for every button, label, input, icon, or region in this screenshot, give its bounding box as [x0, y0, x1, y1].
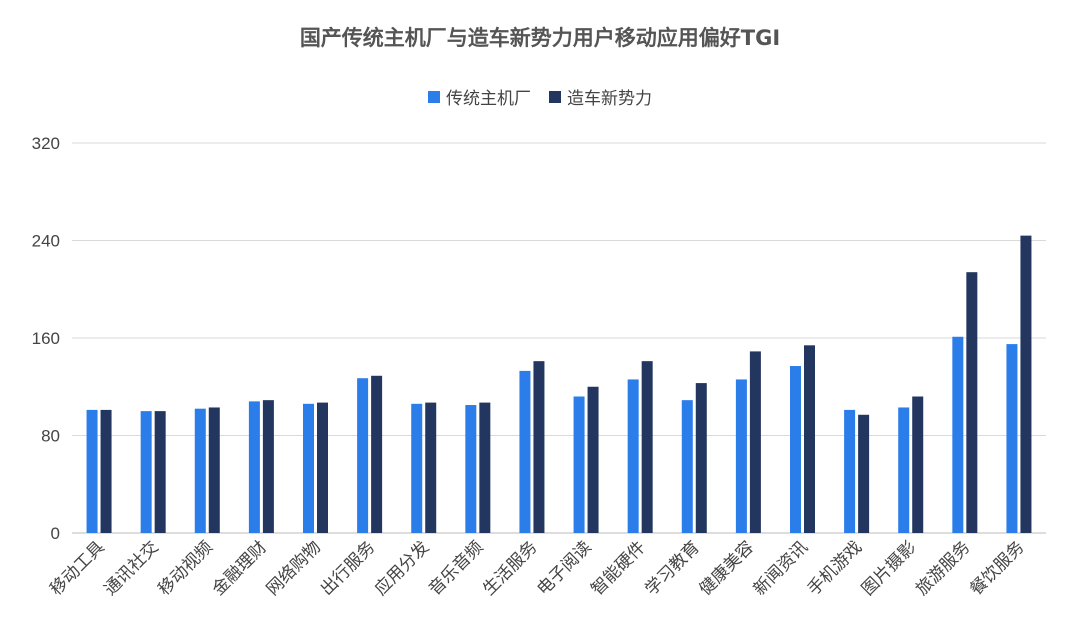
x-tick-label: 通讯社交	[100, 537, 162, 599]
x-tick-label: 餐饮服务	[966, 537, 1028, 599]
bar-series-1	[844, 409, 856, 533]
bar-series-1	[465, 405, 477, 533]
bar-series-2	[533, 361, 545, 533]
x-tick-label: 学习教育	[642, 537, 704, 599]
x-tick-label: 网络购物	[263, 537, 325, 599]
bar-series-2	[804, 345, 815, 533]
bar-series-2	[425, 402, 437, 533]
bar-series-2	[100, 409, 112, 533]
bar-series-1	[303, 403, 314, 533]
bar-series-1	[681, 400, 693, 533]
x-tick-label: 生活服务	[479, 537, 541, 599]
legend-label-series-2: 造车新势力	[567, 89, 652, 109]
bar-series-2	[208, 407, 220, 533]
x-tick-label: 音乐音频	[425, 537, 487, 599]
bar-series-1	[952, 336, 964, 533]
bar-series-1	[898, 407, 910, 533]
bar-series-2	[695, 383, 707, 533]
legend: 传统主机厂 造车新势力	[0, 84, 1080, 109]
bar-series-1	[140, 411, 152, 533]
bar-series-2	[912, 396, 924, 533]
legend-label-series-1: 传统主机厂	[446, 89, 531, 109]
x-tick-label: 出行服务	[317, 537, 379, 599]
legend-item-series-2[interactable]: 造车新势力	[549, 84, 652, 109]
legend-swatch-series-2	[549, 90, 561, 103]
x-tick-label: 图片摄影	[858, 537, 920, 599]
bar-series-1	[573, 396, 585, 533]
bar-series-1	[790, 366, 801, 533]
bar-series-2	[479, 402, 491, 533]
x-tick-label: 健康美容	[696, 537, 758, 599]
legend-swatch-series-1	[428, 90, 440, 103]
bar-series-2	[641, 361, 653, 533]
bar-series-2	[1020, 235, 1032, 533]
legend-item-series-1[interactable]: 传统主机厂	[428, 84, 531, 109]
y-tick-label: 320	[32, 134, 60, 153]
bar-series-2	[317, 402, 328, 533]
bar-series-2	[858, 414, 870, 533]
chart-title: 国产传统主机厂与造车新势力用户移动应用偏好TGI	[299, 26, 781, 50]
x-tick-label: 旅游服务	[912, 537, 974, 599]
bar-series-1	[627, 379, 639, 533]
bar-series-2	[154, 411, 166, 533]
bar-series-1	[411, 403, 423, 533]
bar-series-1	[194, 408, 206, 533]
x-tick-label: 电子阅读	[533, 537, 595, 599]
bar-series-2	[966, 272, 978, 533]
bar-series-1	[248, 401, 260, 533]
y-tick-label: 80	[41, 427, 60, 446]
x-tick-label: 金融理财	[209, 537, 271, 599]
bar-series-2	[371, 375, 383, 533]
y-tick-label: 240	[32, 232, 60, 251]
x-tick-label: 手机游戏	[804, 537, 866, 599]
bar-series-1	[1006, 344, 1018, 533]
bar-series-1	[735, 379, 747, 533]
x-tick-label: 应用分发	[371, 537, 433, 599]
bar-series-2	[262, 400, 274, 533]
bar-series-1	[357, 378, 369, 533]
bar-series-1	[86, 409, 98, 533]
x-tick-label: 移动视频	[155, 537, 217, 599]
x-tick-label: 新闻资讯	[750, 537, 812, 599]
y-tick-label: 160	[32, 329, 60, 348]
y-tick-label: 0	[51, 524, 60, 543]
bar-series-2	[587, 386, 599, 533]
x-tick-label: 智能硬件	[587, 537, 649, 599]
x-tick-label: 移动工具	[46, 537, 108, 599]
bar-series-2	[749, 351, 761, 533]
bar-series-1	[519, 370, 531, 533]
